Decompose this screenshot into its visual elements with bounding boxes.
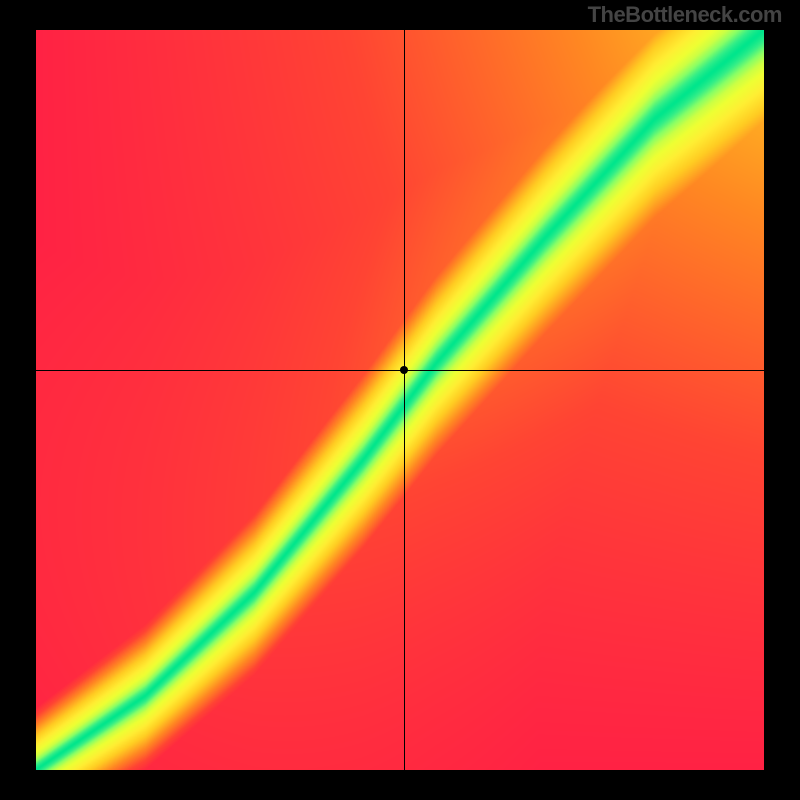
crosshair-vertical bbox=[404, 30, 405, 770]
watermark-text: TheBottleneck.com bbox=[588, 2, 782, 28]
chart-container: TheBottleneck.com bbox=[0, 0, 800, 800]
heatmap-canvas bbox=[36, 30, 764, 770]
crosshair-dot bbox=[400, 366, 408, 374]
plot-area bbox=[36, 30, 764, 770]
